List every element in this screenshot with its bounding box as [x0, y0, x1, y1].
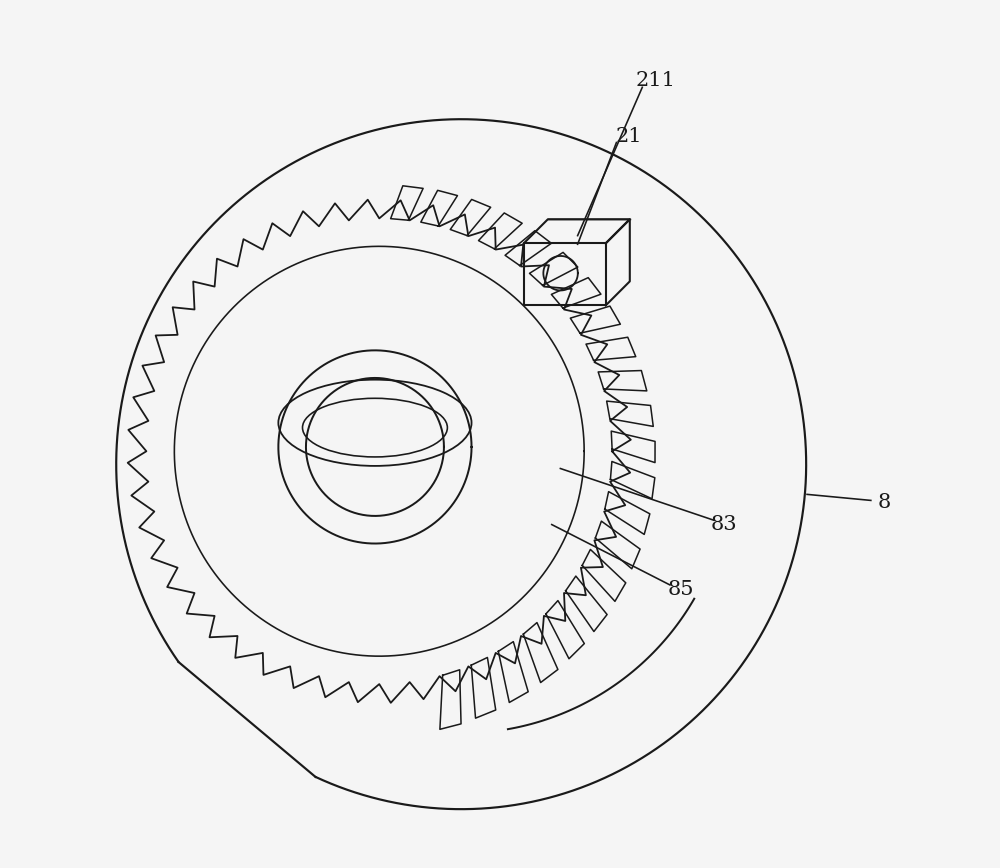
Text: 21: 21	[616, 127, 643, 146]
Text: 211: 211	[635, 71, 675, 90]
Text: 85: 85	[668, 580, 694, 599]
Text: 83: 83	[711, 515, 738, 534]
Text: 8: 8	[877, 494, 890, 512]
